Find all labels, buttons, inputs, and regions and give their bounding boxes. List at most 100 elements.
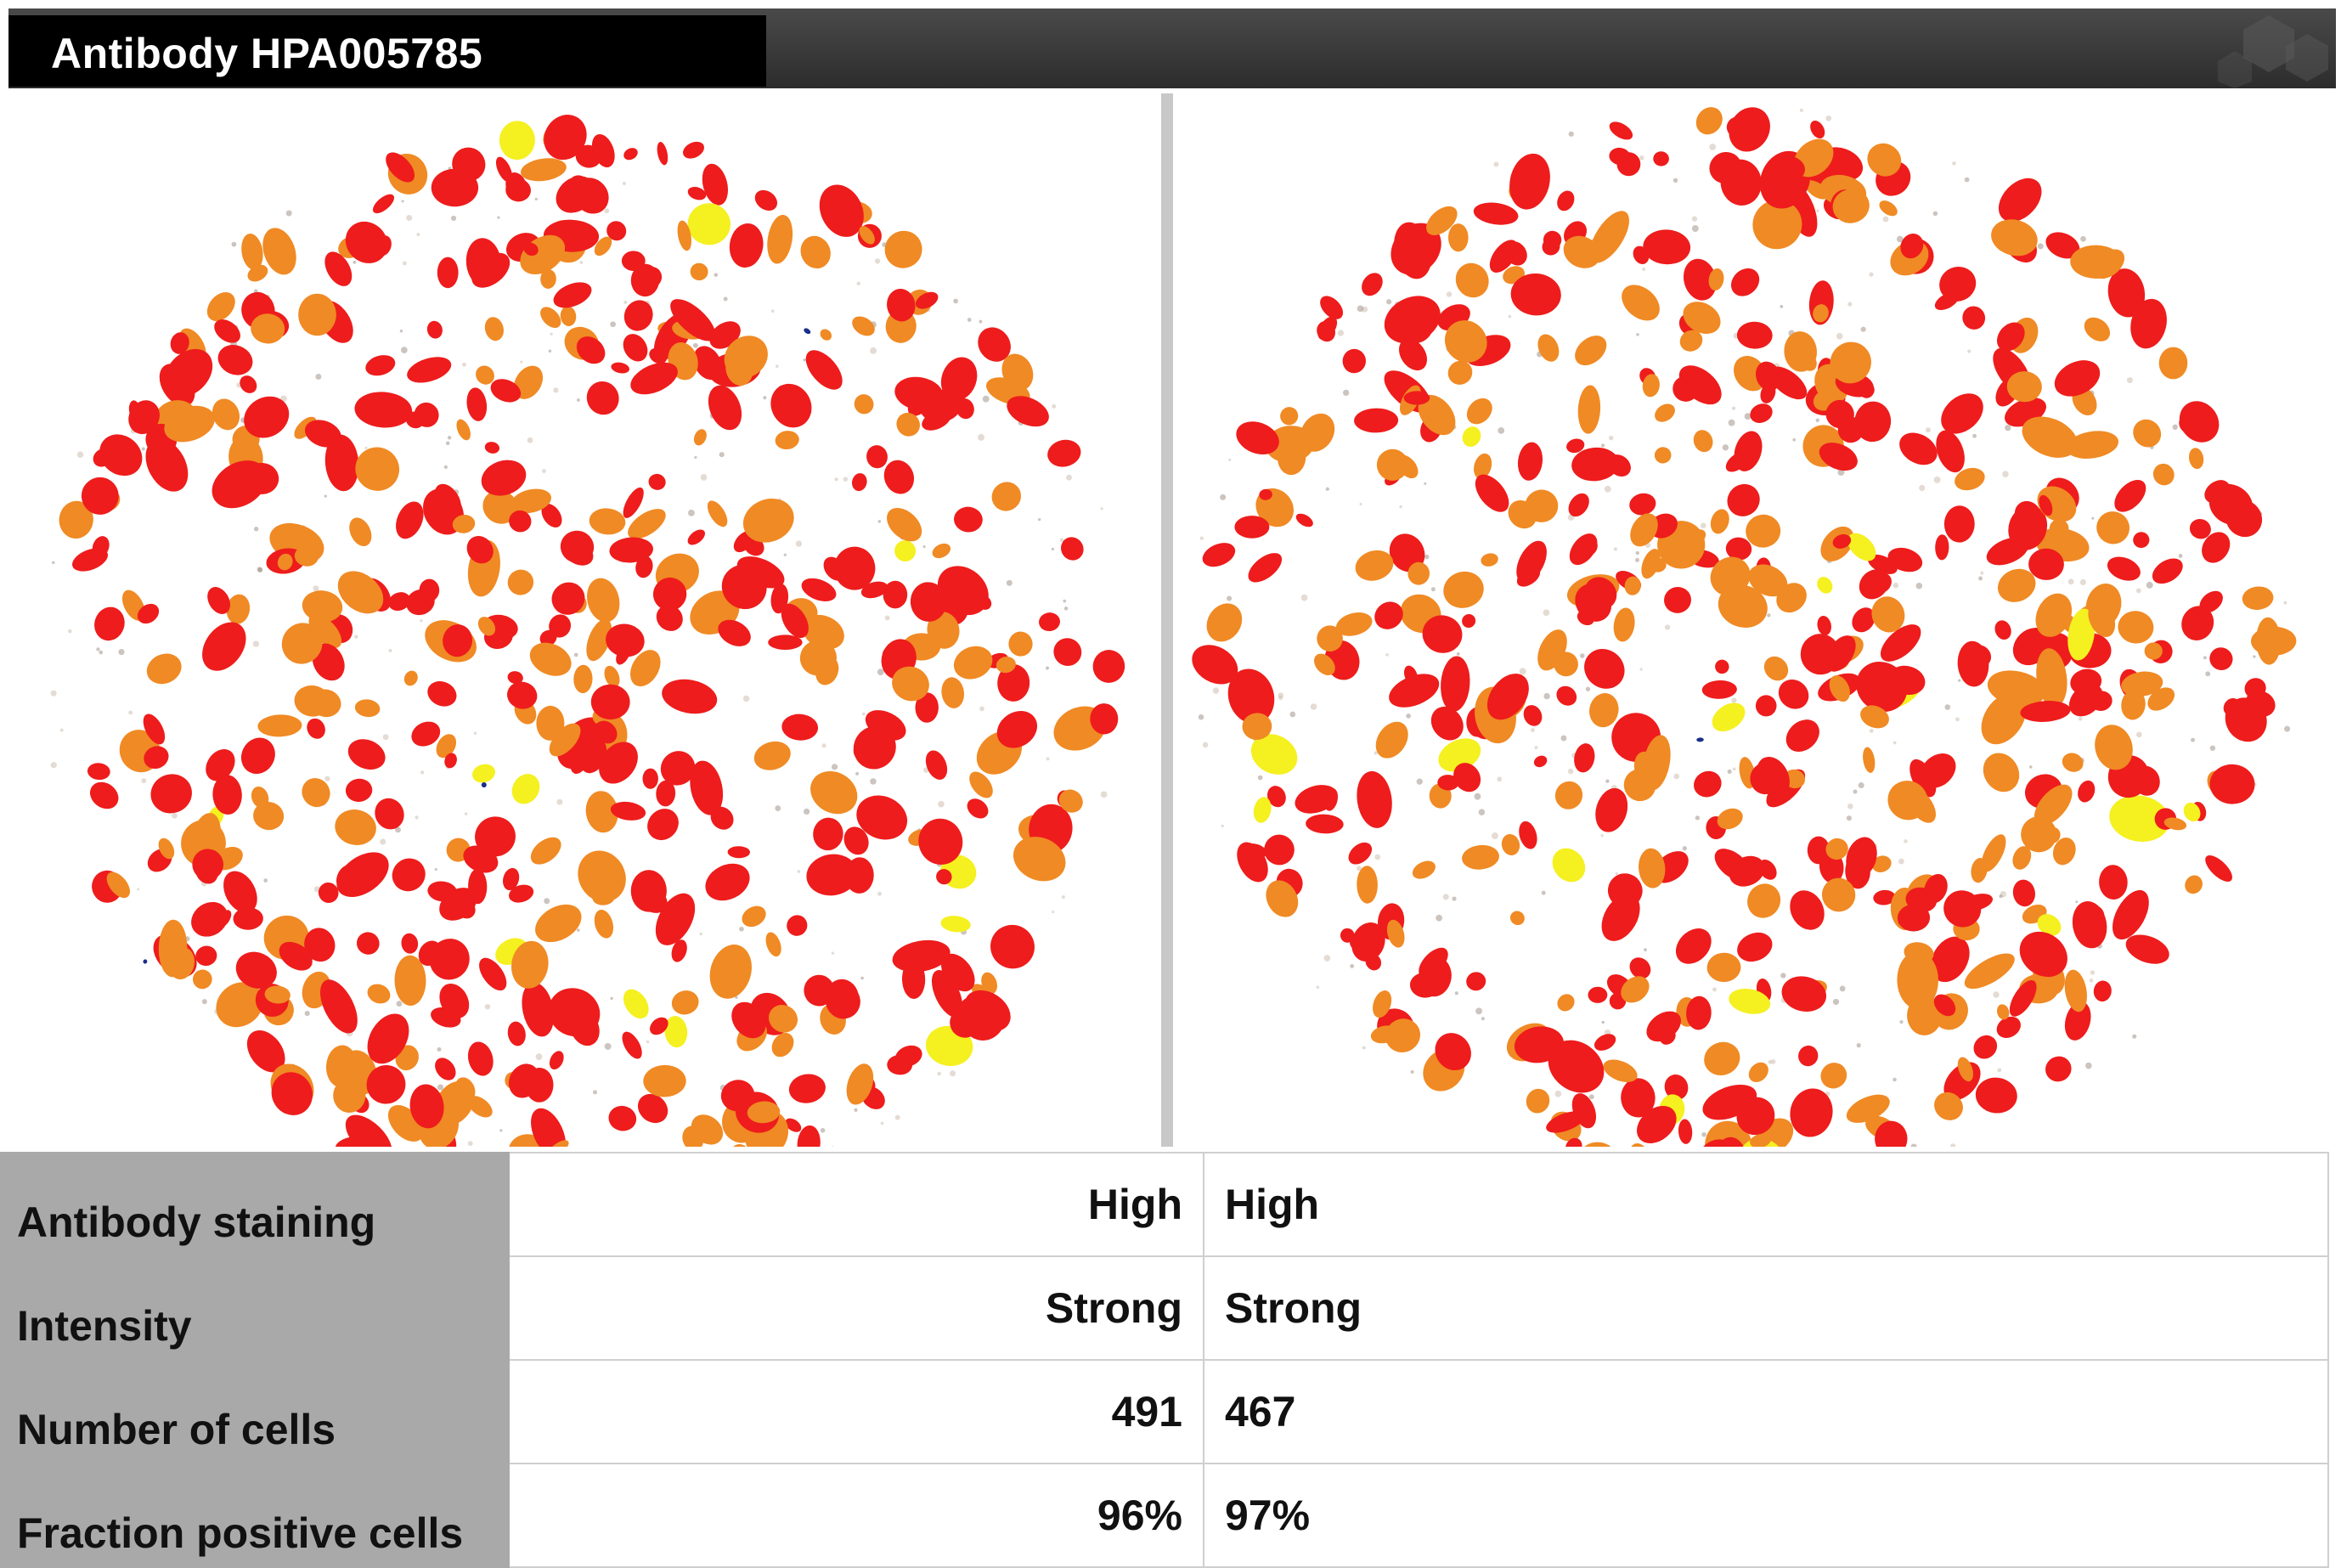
moderate-stained-cell [158,919,188,978]
strong-stained-cell [345,778,373,803]
tissue-speckle [2146,581,2153,589]
tissue-speckle [714,273,719,277]
strong-stained-cell [579,737,607,774]
tissue-speckle [1212,687,1220,694]
tissue-speckle [2090,970,2096,975]
moderate-stained-cell [1206,603,1243,642]
tissue-speckle [420,619,423,623]
strong-stained-cell [549,1051,564,1070]
tissue-speckle [604,1043,612,1050]
tissue-speckle [870,347,877,354]
tissue-speckle [1893,741,1897,745]
strong-stained-cell [2020,701,2071,722]
intensity-left-value: Strong [508,1255,1204,1361]
strong-stained-cell [2054,360,2101,397]
tissue-speckle [1933,476,1941,483]
moderate-stained-cell [2118,611,2154,644]
strong-stained-cell [207,587,230,614]
moderate-stained-cell [1821,877,1856,912]
strong-stained-cell [365,355,396,376]
strong-stained-cell [570,1010,600,1046]
tissue-speckle [1585,686,1591,691]
strong-stained-cell [525,1068,554,1103]
strong-stained-cell [1819,443,1858,471]
tissue-speckle [406,214,413,222]
strong-stained-cell [662,679,718,714]
moderate-stained-cell [2121,689,2146,720]
tissue-speckle [2172,424,2178,431]
tissue-speckle [1978,576,1983,581]
strong-stained-cell [1090,703,1119,735]
moderate-stained-cell [507,569,534,595]
tissue-speckle [1052,911,1055,914]
strong-stained-cell [1832,533,1852,549]
moderate-stained-cell [2152,463,2175,486]
strong-stained-cell [1509,153,1550,210]
table-row: Antibody staining High High [0,1152,2329,1257]
tissue-speckle [979,319,983,324]
strong-stained-cell [866,445,888,469]
strong-stained-cell [801,578,837,601]
moderate-stained-cell [991,482,1022,511]
strong-stained-cell [901,959,926,999]
moderate-stained-cell [1278,441,1306,476]
tissue-speckle [445,441,450,446]
tissue-speckle [1925,427,1931,433]
moderate-stained-cell [529,642,572,676]
tissue-speckle [1362,1046,1366,1050]
tissue-speckle [118,649,125,656]
tissue-speckle [1289,711,1296,718]
strong-stained-cell [727,846,750,859]
tissue-speckle [1359,502,1362,505]
strong-stained-cell [1785,719,1819,753]
moderate-stained-cell [709,945,752,999]
moderate-stained-cell [1443,571,1484,608]
tissue-speckle [252,640,260,647]
tissue-speckle [592,1090,598,1095]
tissue-speckle [1579,653,1585,658]
moderate-stained-cell [1752,200,1802,250]
tissue-speckle [1836,332,1843,340]
strong-stained-cell [1629,957,1651,979]
moderate-stained-cell [1813,304,1829,323]
moderate-stained-cell [192,969,212,990]
strong-stained-cell [367,1013,409,1064]
strong-stained-cell [1437,775,1459,791]
tissue-speckle [354,635,358,639]
strong-stained-cell [595,1138,656,1147]
strong-stained-cell [1924,874,1948,904]
strong-stained-cell [955,369,975,385]
strong-stained-cell [560,530,595,563]
strong-stained-cell [305,420,341,448]
moderate-stained-cell [1879,200,1898,217]
moderate-stained-cell [1830,341,1871,384]
moderate-stained-cell [1300,413,1335,452]
tissue-speckle [1063,599,1067,603]
tissue-speckle [694,455,697,460]
strong-stained-cell [1357,770,1392,828]
moderate-stained-cell [1704,1041,1740,1076]
strong-stained-cell [954,506,983,533]
moderate-stained-cell [1763,656,1789,681]
tissue-speckle [1430,587,1436,592]
moderate-stained-cell [2006,371,2042,403]
weak-stained-cell [1253,797,1272,823]
moderate-stained-cell [1455,262,1489,298]
tissue-speckle [141,447,145,451]
tissue-speckle [1221,824,1224,828]
tissue-speckle [1600,834,1604,838]
tissue-speckle [231,241,237,247]
strong-stained-cell [1736,321,1773,349]
tissue-speckle [1493,161,1499,167]
tissue-speckle [1664,624,1671,630]
tissue-speckle [1474,792,1481,800]
tissue-speckle [979,706,984,712]
moderate-stained-cell [671,990,699,1015]
strong-stained-cell [1957,640,1989,687]
strong-stained-cell [240,375,257,393]
strong-stained-cell [1595,787,1628,832]
strong-stained-cell [481,460,527,496]
tissue-speckle [610,321,616,328]
moderate-stained-cell [1481,553,1498,567]
moderate-stained-cell [1314,653,1335,676]
